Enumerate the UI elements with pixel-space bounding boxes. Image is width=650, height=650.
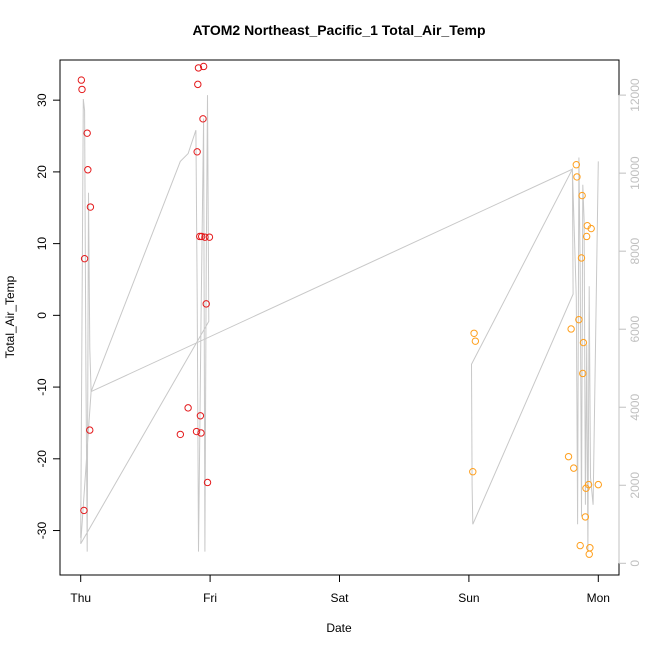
- data-point-series-0: [77, 76, 86, 84]
- series-points: [77, 62, 602, 558]
- data-point-series-0: [192, 427, 201, 436]
- data-point-series-0: [80, 506, 88, 515]
- x-tick-label: Sun: [458, 591, 479, 605]
- series-line-2: [80, 95, 599, 552]
- data-point-series-0: [194, 80, 202, 89]
- data-point-series-1: [470, 329, 478, 337]
- data-point-series-0: [199, 115, 207, 123]
- y-right-tick-label: 6000: [628, 316, 642, 343]
- y-left-tick-label: 20: [35, 165, 49, 179]
- y-right-tick-label: 4000: [628, 394, 642, 421]
- y-axis-right: 0 2000 4000 6000 8000 10000 12000: [618, 78, 642, 567]
- chart-title: ATOM2 Northeast_Pacific_1 Total_Air_Temp: [192, 22, 485, 38]
- x-tick-label: Mon: [587, 591, 610, 605]
- data-point-series-1: [594, 480, 602, 489]
- data-point-series-1: [585, 550, 593, 558]
- y-left-tick-label: 10: [35, 237, 49, 251]
- plot-area: [59, 59, 620, 576]
- data-point-series-1: [570, 464, 578, 472]
- data-point-series-0: [203, 478, 212, 487]
- data-point-series-0: [202, 300, 210, 308]
- data-point-series-1: [564, 452, 573, 461]
- data-point-series-1: [576, 541, 584, 550]
- plot-box: [59, 59, 620, 576]
- y-right-tick-label: 2000: [628, 472, 642, 499]
- x-tick-label: Fri: [203, 591, 217, 605]
- data-point-series-1: [579, 369, 587, 378]
- x-axis: Thu Fri Sat Sun Mon: [70, 574, 610, 605]
- data-point-series-0: [197, 232, 206, 241]
- data-point-series-0: [80, 254, 89, 263]
- data-point-series-0: [201, 233, 209, 241]
- y-axis-label: Total_Air_Temp: [3, 275, 17, 358]
- data-point-series-1: [471, 337, 480, 345]
- data-point-series-1: [573, 173, 581, 181]
- data-point-series-0: [205, 233, 214, 241]
- y-left-tick-label: -30: [35, 522, 49, 540]
- data-point-series-0: [86, 203, 95, 211]
- data-point-series-0: [194, 64, 203, 72]
- data-point-series-0: [199, 62, 208, 71]
- y-right-tick-label: 10000: [628, 156, 642, 190]
- data-point-series-1: [567, 325, 575, 333]
- y-left-tick-label: 0: [35, 312, 49, 319]
- y-left-tick-label: -20: [35, 450, 49, 468]
- data-point-series-1: [578, 191, 586, 200]
- data-point-series-1: [586, 544, 594, 552]
- data-point-series-0: [184, 404, 192, 412]
- y-left-tick-label: 30: [35, 93, 49, 107]
- x-tick-label: Thu: [70, 591, 91, 605]
- x-tick-label: Sat: [330, 591, 349, 605]
- data-point-series-1: [577, 254, 586, 262]
- data-point-series-1: [581, 513, 590, 521]
- data-point-series-0: [84, 166, 92, 174]
- data-point-series-1: [572, 161, 580, 169]
- data-point-series-1: [587, 224, 595, 233]
- data-point-series-1: [584, 480, 593, 489]
- data-point-series-0: [86, 426, 94, 434]
- data-point-series-1: [579, 338, 588, 347]
- series-lines: [80, 95, 599, 552]
- y-right-tick-label: 8000: [628, 238, 642, 265]
- y-right-tick-label: 12000: [628, 78, 642, 112]
- data-point-series-1: [469, 468, 477, 476]
- data-point-series-1: [575, 315, 583, 324]
- y-left-tick-label: -10: [35, 378, 49, 396]
- data-point-series-0: [197, 429, 205, 437]
- data-point-series-0: [196, 232, 204, 241]
- y-right-tick-label: 0: [628, 560, 642, 567]
- data-point-series-0: [83, 129, 91, 137]
- data-point-series-0: [78, 85, 86, 94]
- data-point-series-0: [193, 148, 201, 156]
- x-axis-label: Date: [326, 621, 352, 635]
- data-point-series-1: [582, 232, 591, 241]
- y-axis-left: -30 -20 -10 0 10 20 30: [35, 93, 61, 540]
- data-point-series-0: [196, 412, 205, 420]
- data-point-series-0: [176, 430, 185, 439]
